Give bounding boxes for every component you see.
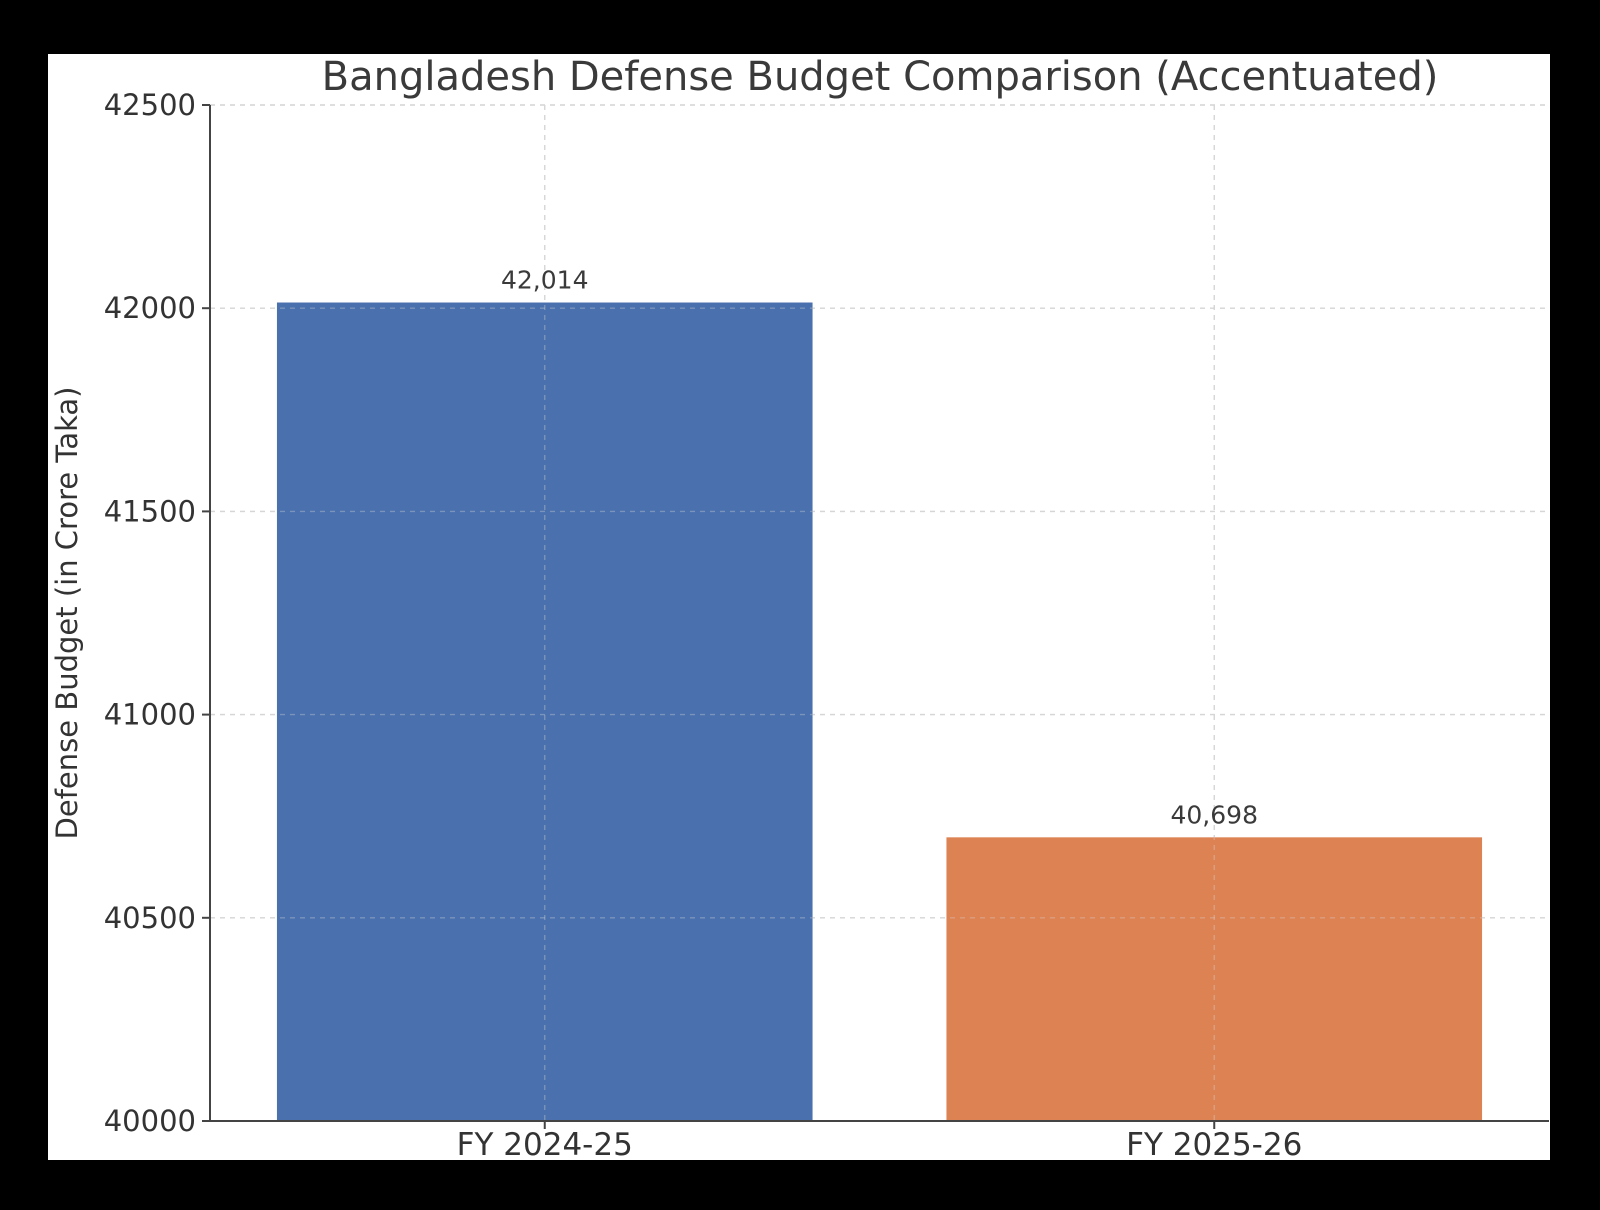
y-tick-label: 42000	[104, 291, 196, 325]
chart-title: Bangladesh Defense Budget Comparison (Ac…	[322, 54, 1439, 100]
bars	[276, 302, 1483, 1122]
bar	[946, 837, 1483, 1121]
data-labels: 42,014 40,698	[501, 266, 1258, 830]
y-tick-label: 42500	[104, 88, 196, 122]
y-tick-label: 41500	[104, 494, 196, 528]
x-tick-label: FY 2025-26	[1126, 1127, 1302, 1163]
x-tick-label: FY 2024-25	[457, 1127, 633, 1163]
bar-value-label: 40,698	[1171, 800, 1258, 829]
x-ticks: FY 2024-25 FY 2025-26	[457, 1121, 1302, 1163]
y-tick-label: 40500	[104, 901, 196, 935]
y-tick-label: 40000	[104, 1104, 196, 1138]
bar	[276, 302, 813, 1122]
y-axis-label: Defense Budget (in Crore Taka)	[50, 387, 84, 840]
y-ticks: 40000 40500 41000 41500 42000 42500	[104, 88, 210, 1138]
y-tick-label: 41000	[104, 698, 196, 732]
bar-value-label: 42,014	[501, 266, 588, 295]
